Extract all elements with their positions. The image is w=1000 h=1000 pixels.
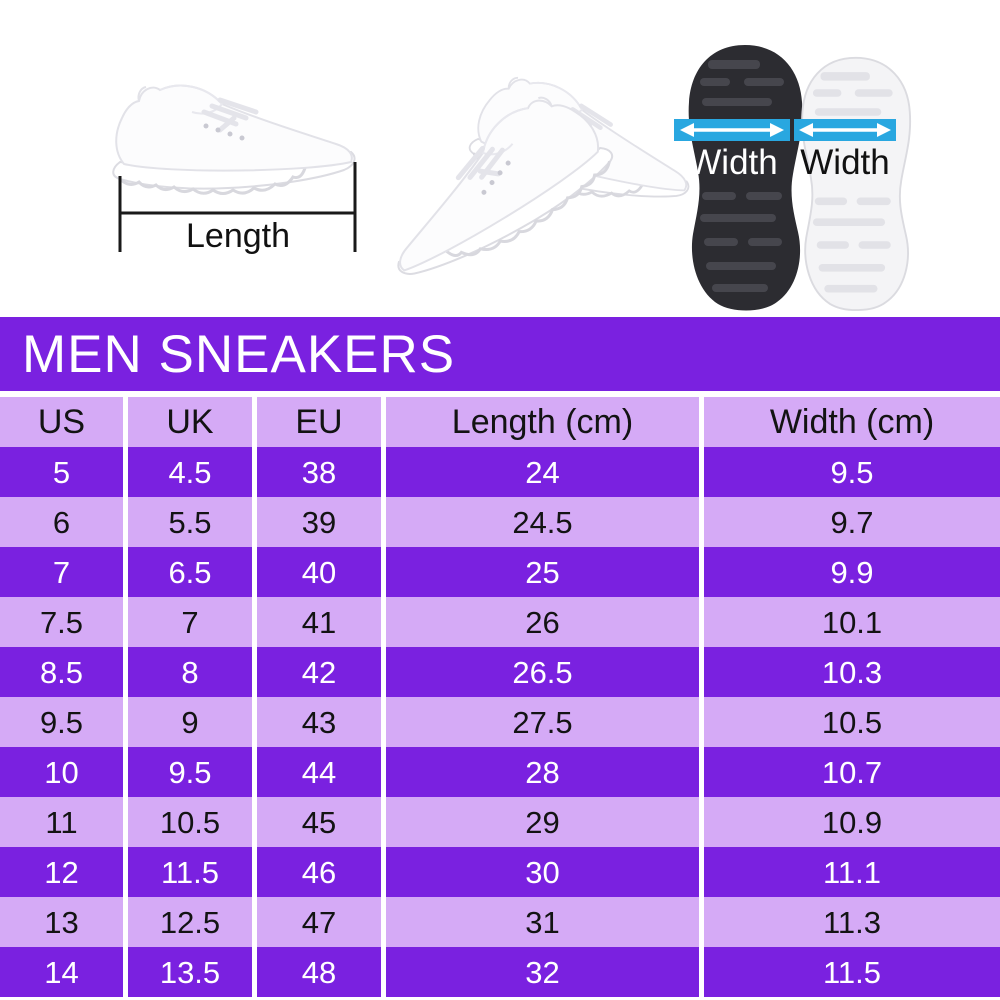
table-cell: 9.7 [704, 497, 1000, 547]
table-cell: 28 [386, 747, 699, 797]
table-row: 5 4.5 38 24 9.5 [0, 447, 1000, 497]
table-cell: 9.5 [0, 697, 123, 747]
table-cell: 31 [386, 897, 699, 947]
col-header-width: Width (cm) [704, 397, 1000, 447]
table-cell: 45 [257, 797, 381, 847]
table-cell: 10.1 [704, 597, 1000, 647]
table-cell: 6 [0, 497, 123, 547]
sneaker-pair-photo [361, 69, 705, 299]
table-cell: 10.3 [704, 647, 1000, 697]
table-cell: 11.5 [128, 847, 252, 897]
table-cell: 12 [0, 847, 123, 897]
width-band-white-sole [794, 119, 896, 141]
white-sole-photo [801, 56, 912, 312]
table-cell: 24 [386, 447, 699, 497]
table-cell: 13 [0, 897, 123, 947]
table-cell: 8.5 [0, 647, 123, 697]
table-cell: 9.9 [704, 547, 1000, 597]
table-cell: 11 [0, 797, 123, 847]
banner: MEN SNEAKERS [0, 317, 1000, 391]
table-cell: 32 [386, 947, 699, 997]
col-header-eu: EU [257, 397, 381, 447]
table-row: 14 13.5 48 32 11.5 [0, 947, 1000, 997]
width-arrow-icon [680, 123, 784, 137]
table-row: 13 12.5 47 31 11.3 [0, 897, 1000, 947]
hero-illustration: Length [0, 45, 912, 312]
width-label-black-sole: Width [688, 143, 777, 182]
table-cell: 10.9 [704, 797, 1000, 847]
table-cell: 11.3 [704, 897, 1000, 947]
table-cell: 48 [257, 947, 381, 997]
table-cell: 8 [128, 647, 252, 697]
table-row: 6 5.5 39 24.5 9.7 [0, 497, 1000, 547]
table-cell: 42 [257, 647, 381, 697]
table-row: 11 10.5 45 29 10.9 [0, 797, 1000, 847]
table-cell: 7.5 [0, 597, 123, 647]
table-cell: 25 [386, 547, 699, 597]
hero-graphics: Length [0, 0, 1000, 317]
table-header-row: US UK EU Length (cm) Width (cm) [0, 397, 1000, 447]
width-label-white-sole: Width [800, 143, 889, 182]
table-row: 8.5 8 42 26.5 10.3 [0, 647, 1000, 697]
table-row: 7 6.5 40 25 9.9 [0, 547, 1000, 597]
table-cell: 10.5 [704, 697, 1000, 747]
table-cell: 10 [0, 747, 123, 797]
table-cell: 44 [257, 747, 381, 797]
page-title: MEN SNEAKERS [22, 324, 456, 384]
table-cell: 5 [0, 447, 123, 497]
table-cell: 24.5 [386, 497, 699, 547]
table-row: 9.5 9 43 27.5 10.5 [0, 697, 1000, 747]
table-cell: 14 [0, 947, 123, 997]
table-cell: 27.5 [386, 697, 699, 747]
table-cell: 38 [257, 447, 381, 497]
table-cell: 41 [257, 597, 381, 647]
col-header-length: Length (cm) [386, 397, 699, 447]
table-cell: 5.5 [128, 497, 252, 547]
table-cell: 11.5 [704, 947, 1000, 997]
table-cell: 10.7 [704, 747, 1000, 797]
size-table: US UK EU Length (cm) Width (cm) 5 4.5 38… [0, 397, 1000, 997]
length-measure-lines [118, 162, 357, 252]
table-cell: 39 [257, 497, 381, 547]
black-sole-photo [688, 45, 803, 311]
table-cell: 4.5 [128, 447, 252, 497]
table-cell: 29 [386, 797, 699, 847]
measured-sneaker-photo [113, 86, 354, 194]
table-cell: 9.5 [704, 447, 1000, 497]
table-cell: 30 [386, 847, 699, 897]
table-cell: 46 [257, 847, 381, 897]
table-cell: 26.5 [386, 647, 699, 697]
table-cell: 6.5 [128, 547, 252, 597]
table-cell: 9.5 [128, 747, 252, 797]
col-header-uk: UK [128, 397, 252, 447]
table-cell: 9 [128, 697, 252, 747]
width-arrow-icon [799, 123, 891, 137]
length-label: Length [186, 217, 290, 255]
table-cell: 13.5 [128, 947, 252, 997]
col-header-us: US [0, 397, 123, 447]
table-row: 12 11.5 46 30 11.1 [0, 847, 1000, 897]
width-band-black-sole [674, 119, 790, 141]
table-cell: 12.5 [128, 897, 252, 947]
table-cell: 40 [257, 547, 381, 597]
table-cell: 47 [257, 897, 381, 947]
table-cell: 43 [257, 697, 381, 747]
table-cell: 26 [386, 597, 699, 647]
table-cell: 7 [0, 547, 123, 597]
table-cell: 10.5 [128, 797, 252, 847]
table-row: 7.5 7 41 26 10.1 [0, 597, 1000, 647]
table-row: 10 9.5 44 28 10.7 [0, 747, 1000, 797]
table-cell: 7 [128, 597, 252, 647]
table-cell: 11.1 [704, 847, 1000, 897]
